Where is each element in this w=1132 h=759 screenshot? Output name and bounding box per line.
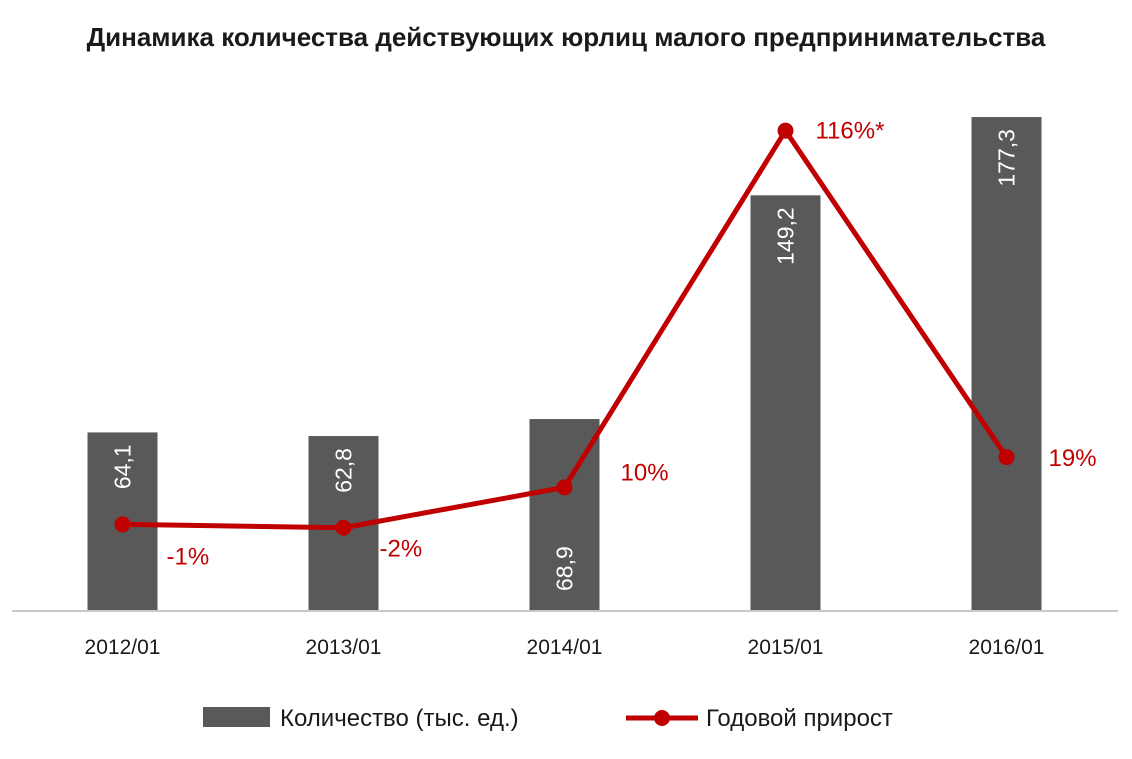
category-label: 2013/01 — [306, 636, 382, 659]
legend: Количество (тыс. ед.) Годовой прирост — [203, 705, 893, 732]
growth-value-label: 116%* — [816, 118, 885, 145]
growth-point — [335, 519, 352, 536]
bar-2016/01 — [971, 117, 1042, 611]
bar-group — [87, 117, 1042, 611]
legend-label-count: Количество (тыс. ед.) — [280, 705, 519, 732]
bar-value-label: 62,8 — [331, 448, 357, 493]
growth-point — [777, 122, 794, 139]
growth-point — [114, 516, 131, 533]
growth-line-group: -1% -2% 10% 116%* 19% — [114, 118, 1097, 570]
legend-swatch-count — [203, 707, 270, 727]
legend-label-growth: Годовой прирост — [706, 705, 893, 732]
bar-value-label: 149,2 — [773, 207, 799, 265]
growth-value-label: 19% — [1049, 445, 1097, 472]
bar-value-label: 64,1 — [110, 444, 136, 489]
growth-point — [998, 449, 1015, 466]
category-label: 2015/01 — [748, 636, 824, 659]
category-label: 2012/01 — [85, 636, 161, 659]
bar-2015/01 — [750, 195, 821, 611]
bar-value-label: 68,9 — [552, 546, 578, 591]
growth-value-label: 10% — [621, 459, 669, 486]
category-label: 2014/01 — [527, 636, 603, 659]
growth-value-label: -1% — [167, 543, 210, 570]
chart-title: Динамика количества действующих юрлиц ма… — [86, 22, 1046, 52]
growth-value-label: -2% — [380, 536, 423, 563]
growth-point — [556, 479, 573, 496]
category-label: 2016/01 — [969, 636, 1045, 659]
bar-value-label: 177,3 — [994, 129, 1020, 187]
legend-swatch-growth-marker — [654, 710, 670, 726]
category-label-group: 2012/01 2013/01 2014/01 2015/01 2016/01 — [85, 636, 1045, 659]
bar-label-group: 64,1 62,8 68,9 149,2 177,3 — [110, 129, 1020, 591]
